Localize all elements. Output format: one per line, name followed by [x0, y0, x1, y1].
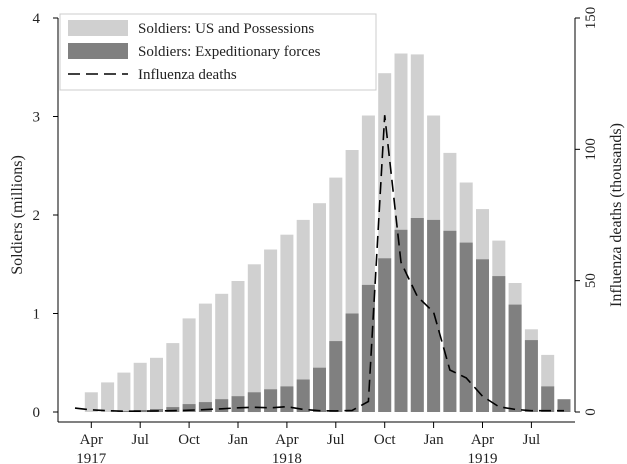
x-tick-label-1: Jul	[131, 432, 149, 448]
us-bar-5	[150, 357, 163, 412]
x-year-label-1918: 1918	[272, 451, 302, 464]
ef-bar-12	[264, 389, 278, 412]
us-bar-4	[133, 362, 147, 413]
y-left-tick-label-0: 0	[33, 405, 41, 421]
tick-labels: 0 1 2 3 4 0 50 100 150 Apr 1917 Jul Oct Jan Apr 1918 Jul…	[33, 7, 600, 464]
y-axis-right-title: Influenza deaths (thousands)	[608, 123, 625, 307]
us-bar-8	[198, 303, 212, 412]
x-tick-label-5: Jul	[327, 432, 345, 448]
y-left-tick-label-1: 1	[33, 307, 41, 323]
ef-bar-25	[476, 259, 489, 412]
ef-bar-28	[524, 340, 538, 412]
us-bar-6	[166, 343, 180, 412]
us-bar-9	[215, 293, 229, 412]
ef-bar-22	[427, 219, 441, 412]
ef-bar-17	[345, 313, 359, 412]
ef-bar-14	[296, 379, 310, 412]
x-tick-label-4: Apr	[275, 432, 298, 448]
us-bar-3	[117, 372, 131, 412]
ef-bar-20	[394, 229, 408, 412]
ef-bar-6	[166, 407, 180, 412]
y-right-tick-label-0: 0	[583, 408, 599, 416]
us-bar-12	[264, 249, 278, 412]
legend-swatch-ef	[68, 43, 128, 59]
x-tick-label-8: Apr	[471, 432, 494, 448]
us-bar-13	[280, 234, 294, 412]
ef-bar-30	[557, 399, 571, 412]
ef-bar-19	[378, 258, 392, 412]
us-bar-2	[101, 382, 115, 412]
y-left-tick-label-4: 4	[33, 11, 41, 27]
y-right-tick-label-150: 150	[583, 7, 599, 30]
y-left-tick-label-3: 3	[33, 110, 41, 126]
y-right-tick-label-50: 50	[583, 273, 599, 288]
us-bar-11	[247, 264, 261, 413]
us-bar-10	[231, 281, 245, 412]
legend-label-ef: Soldiers: Expeditionary forces	[138, 44, 321, 60]
ef-bar-15	[313, 367, 326, 412]
ef-bar-3	[117, 411, 131, 412]
ef-bar-21	[410, 218, 424, 412]
ef-bar-11	[247, 392, 261, 412]
us-bar-14	[296, 219, 310, 412]
x-tick-label-6: Oct	[374, 432, 396, 448]
x-year-label-1919: 1919	[468, 451, 498, 464]
ef-bar-9	[215, 399, 229, 412]
x-tick-label-0: Apr	[80, 432, 103, 448]
ef-bar-24	[459, 242, 473, 412]
y-right-tick-label-100: 100	[583, 138, 599, 161]
axes	[57, 18, 576, 423]
ef-bar-10	[231, 396, 245, 412]
ef-bar-8	[198, 402, 212, 412]
us-bar-7	[182, 318, 196, 412]
x-tick-label-2: Oct	[178, 432, 200, 448]
x-tick-label-3: Jan	[228, 432, 248, 448]
influenza-deaths-line	[74, 115, 564, 412]
ef-bar-26	[492, 276, 506, 412]
y-left-tick-label-2: 2	[33, 208, 41, 224]
ef-bar-27	[508, 304, 522, 412]
ef-bar-18	[361, 284, 375, 412]
us-bar-1	[84, 392, 98, 412]
legend: Soldiers: US and Possessions Soldiers: E…	[59, 13, 377, 91]
x-tick-label-7: Jan	[424, 432, 444, 448]
expeditionary-bars	[117, 218, 571, 412]
us-bar-15	[313, 203, 326, 412]
ef-bar-13	[280, 386, 294, 412]
ef-bar-29	[541, 386, 555, 412]
y-axis-left-title: Soldiers (millions)	[9, 155, 26, 275]
ef-bar-16	[329, 341, 343, 412]
legend-swatch-us	[68, 20, 128, 36]
legend-label-us: Soldiers: US and Possessions	[138, 21, 314, 37]
ef-bar-7	[182, 404, 196, 412]
x-year-label-1917: 1917	[76, 451, 107, 464]
ef-bar-23	[443, 230, 457, 412]
x-tick-label-9: Jul	[523, 432, 541, 448]
legend-label-flu: Influenza deaths	[138, 67, 237, 83]
